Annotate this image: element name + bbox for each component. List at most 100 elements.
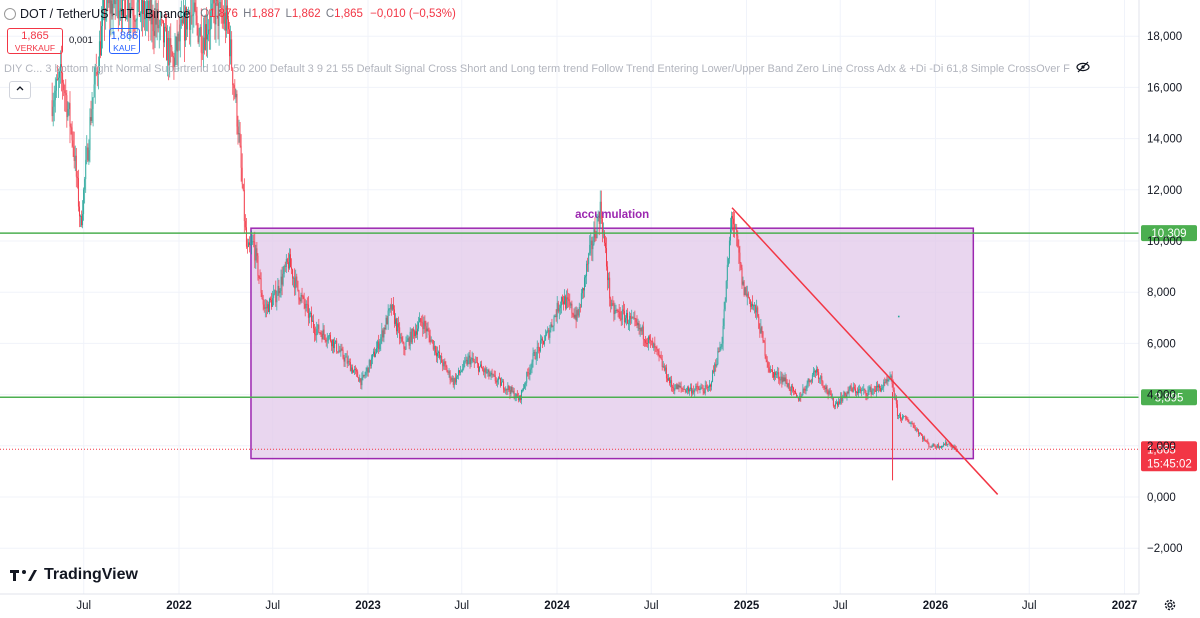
candle-body [783,377,785,382]
candle-body [718,350,720,352]
candle-body [852,386,854,392]
candle-body [319,332,321,334]
candle-body [216,0,218,1]
candle-body [807,378,809,384]
overlay-layer: 10,309 3,895 1,865 15:45:02 [0,207,1197,495]
candle-body [672,386,674,388]
candle-body [266,304,268,309]
candle-body [567,297,569,300]
candle-body [60,64,61,71]
candle-body [811,374,813,382]
candle-body [204,24,206,50]
candle-body [305,303,307,309]
candle-body [265,307,267,309]
candle-body [263,304,265,309]
candle-body [475,361,477,363]
candle-body [768,367,770,372]
candle-body [317,324,319,329]
candle-body [302,296,304,298]
candle-body [906,419,908,420]
candle-body [498,377,500,379]
candle-body [545,334,547,341]
candle-body [332,339,333,347]
tradingview-logo[interactable]: TradingView [10,566,138,584]
candle-body [387,310,389,325]
candle-body [210,11,212,30]
candle-body [283,266,285,274]
candle-body [780,376,782,381]
candle-body [713,370,715,373]
candle-body [655,347,657,348]
candle-body [133,16,135,20]
candle-body [238,133,240,135]
candle-body [840,396,842,404]
candle-body [540,338,542,341]
price-axis: 18,000 16,000 14,000 12,000 10,000 8,000 6,000… [1138,0,1183,594]
candle-body [882,387,884,389]
candle-body [855,391,857,393]
candle-body [645,342,647,344]
indicator-text: DIY C... 3 bottom right Normal Supertren… [4,62,1070,75]
candle-body [70,126,72,128]
candle-body [399,327,401,339]
candle-body [326,340,328,342]
candle-body [432,340,434,350]
candle-body [170,38,172,48]
candle-body [904,416,906,417]
candle-body [699,388,701,391]
candle-body [363,375,365,376]
y-tick-label: 4,000 [1147,390,1176,402]
candle-body [219,2,221,4]
sell-button[interactable]: 1,865 VERKAUF [7,28,63,54]
x-tick-label: 2023 [355,600,381,612]
candle-body [428,330,430,336]
candle-body [201,52,203,54]
candle-body [130,7,132,14]
candle-body [458,370,459,376]
candle-body [844,391,846,395]
candle-body [233,85,235,88]
candle-body [378,341,380,350]
spread-value: 0,001 [69,35,93,46]
candle-body [876,385,878,388]
candle-body [486,372,488,374]
candle-body [391,304,393,310]
candle-body [686,387,688,391]
candle-body [206,24,207,40]
candle-body [237,126,239,135]
symbol-title[interactable]: DOT / TetherUS · 1T · Binance [20,7,191,21]
candle-body [731,216,732,229]
candle-body [833,405,835,407]
candle-body [715,364,717,367]
buy-button[interactable]: 1,866 KAUF [109,28,140,54]
eye-hidden-icon[interactable] [1076,61,1090,76]
chevron-up-icon[interactable] [9,81,31,99]
candle-body [867,390,869,396]
candle-body [408,338,410,346]
candle-body [115,0,117,5]
candle-body [52,106,54,117]
candle-body [286,258,288,263]
candle-body [409,331,411,346]
candle-body [229,29,231,57]
indicator-legend[interactable]: DIY C... 3 bottom right Normal Supertren… [4,61,1090,76]
candle-body [875,385,877,392]
gear-icon[interactable] [1163,598,1177,615]
candle-body [159,18,161,25]
candle-body [640,327,642,332]
candle-body [240,145,242,168]
candle-body [448,371,450,373]
candle-body [454,378,456,383]
candle-body [628,323,630,325]
candle-body [636,322,638,326]
candle-body [511,386,513,392]
candle-body [480,364,481,367]
x-tick-label: Jul [644,600,659,612]
candle-body [826,386,828,392]
candle-body [500,378,501,386]
candle-body [693,390,695,393]
candle-body [838,401,840,406]
candle-body [427,328,429,331]
candle-body [828,390,830,395]
